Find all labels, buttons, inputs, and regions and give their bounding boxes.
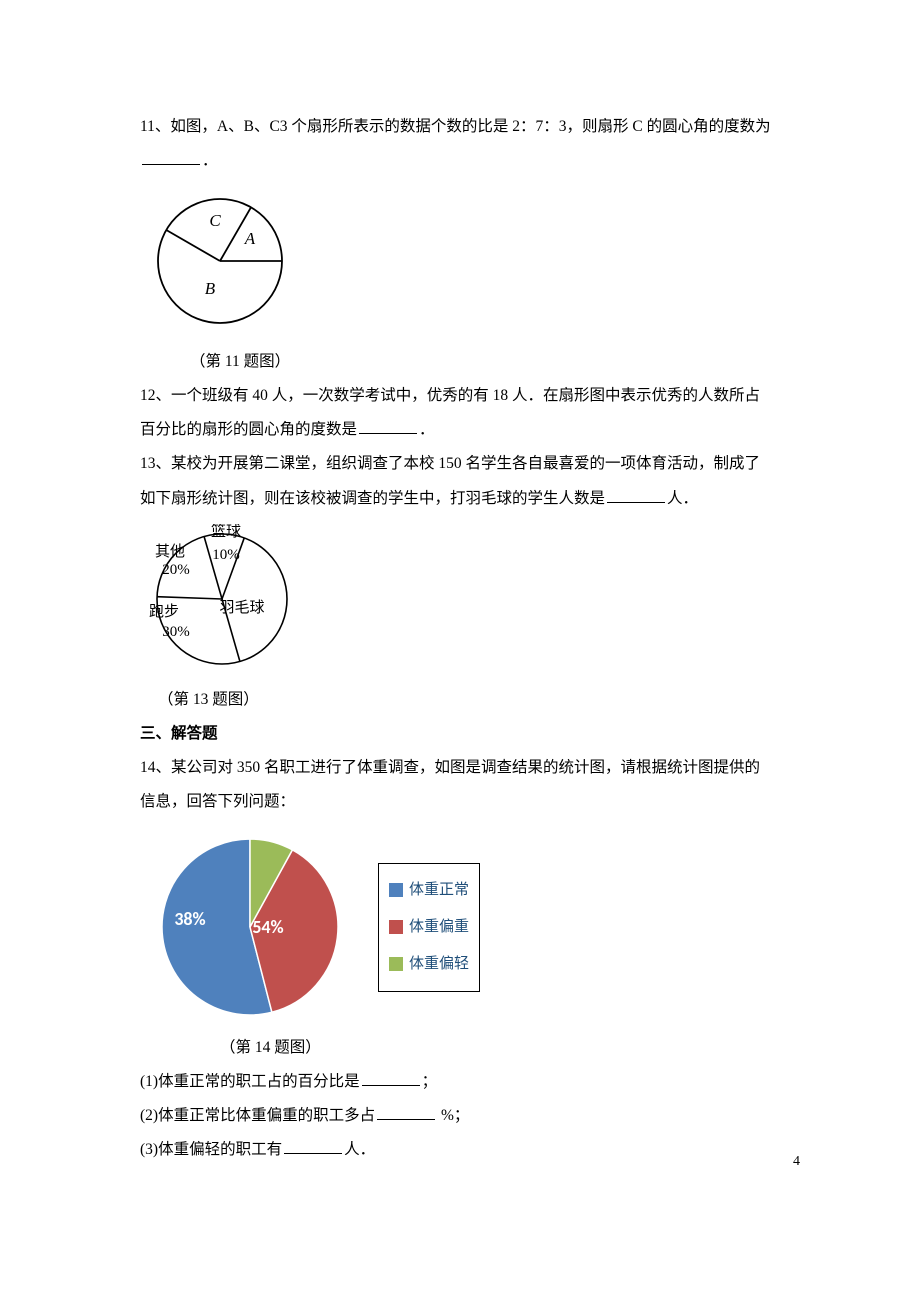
q13-blank [607,486,665,503]
q14-pie: 54% 38% [140,827,360,1027]
svg-text:羽毛球: 羽毛球 [219,599,264,616]
q11-pie: A C B [140,186,310,341]
q12-text-b: 百分比的扇形的圆心角的度数是 [140,421,357,438]
q14-line2: 信息，回答下列问题： [140,785,800,819]
q11-figure: A C B [140,186,800,341]
svg-text:C: C [209,211,221,230]
q12-blank [359,418,417,435]
q14-text-a: 14、某公司对 350 名职工进行了体重调查，如图是调查结果的统计图，请根据统计… [140,759,760,776]
legend-label: 体重正常 [409,874,469,907]
svg-text:10%: 10% [212,547,240,563]
q11-text-a: 11、如图，A、B、C3 个扇形所表示的数据个数的比是 2：7：3，则扇形 C … [140,118,771,135]
q14-figure: 54% 38% 体重正常体重偏重体重偏轻 [140,827,800,1027]
q14-sub3-b: 人． [344,1141,375,1158]
q13-text-a: 13、某校为开展第二课堂，组织调查了本校 150 名学生各自最喜爱的一项体育活动… [140,455,760,472]
q14-caption: （第 14 题图） [140,1031,800,1065]
q13-pie: 篮球 10% 其他 20% 跑步 30% 羽毛球 [140,524,320,679]
page-number: 4 [793,1147,800,1178]
q14-line1: 14、某公司对 350 名职工进行了体重调查，如图是调查结果的统计图，请根据统计… [140,751,800,785]
q12-line1: 12、一个班级有 40 人，一次数学考试中，优秀的有 18 人．在扇形图中表示优… [140,379,800,413]
q14-text-b: 信息，回答下列问题： [140,793,295,810]
section-3-title: 三、解答题 [140,717,800,751]
q14-sub3-a: (3)体重偏轻的职工有 [140,1141,282,1158]
svg-text:30%: 30% [162,624,190,640]
legend-label: 体重偏重 [409,911,469,944]
legend-label: 体重偏轻 [409,948,469,981]
page: 11、如图，A、B、C3 个扇形所表示的数据个数的比是 2：7：3，则扇形 C … [0,0,920,1207]
q11-blank [142,149,200,166]
svg-text:20%: 20% [162,562,190,578]
svg-text:54%: 54% [252,916,283,938]
legend-swatch [389,957,403,971]
q14-sub2-a: (2)体重正常比体重偏重的职工多占 [140,1107,375,1124]
q14-sub1-b: ； [422,1073,438,1090]
q13-text-b: 如下扇形统计图，则在该校被调查的学生中，打羽毛球的学生人数是 [140,490,605,507]
q14-sub1: (1)体重正常的职工占的百分比是 ； [140,1065,800,1099]
q13-text-c: 人． [667,490,698,507]
q12-text-c: ． [419,421,435,438]
legend-item: 体重正常 [389,874,469,907]
q14-sub2-blank [377,1104,435,1121]
q14-sub3: (3)体重偏轻的职工有 人． [140,1133,800,1167]
q12-text-a: 12、一个班级有 40 人，一次数学考试中，优秀的有 18 人．在扇形图中表示优… [140,387,760,404]
q14-sub1-a: (1)体重正常的职工占的百分比是 [140,1073,360,1090]
q12-line2: 百分比的扇形的圆心角的度数是 ． [140,413,800,447]
q11-line2: ． [140,144,800,178]
q13-figure: 篮球 10% 其他 20% 跑步 30% 羽毛球 [140,524,800,679]
svg-text:B: B [205,279,216,298]
q14-sub3-blank [284,1138,342,1155]
q13-caption: （第 13 题图） [140,683,800,717]
legend-item: 体重偏重 [389,911,469,944]
legend-swatch [389,920,403,934]
q14-sub2: (2)体重正常比体重偏重的职工多占 %； [140,1099,800,1133]
q14-sub2-b: %； [437,1107,469,1124]
svg-text:A: A [244,229,256,248]
q14-sub1-blank [362,1070,420,1087]
q13-line2: 如下扇形统计图，则在该校被调查的学生中，打羽毛球的学生人数是 人． [140,482,800,516]
svg-text:其他: 其他 [155,543,185,560]
legend-swatch [389,883,403,897]
legend-item: 体重偏轻 [389,948,469,981]
q13-line1: 13、某校为开展第二课堂，组织调查了本校 150 名学生各自最喜爱的一项体育活动… [140,447,800,481]
q11-caption: （第 11 题图） [140,345,800,379]
q14-legend: 体重正常体重偏重体重偏轻 [378,863,480,992]
svg-text:跑步: 跑步 [149,603,179,620]
q11-text-b: ． [202,152,218,169]
svg-text:篮球: 篮球 [211,524,241,540]
q11-line1: 11、如图，A、B、C3 个扇形所表示的数据个数的比是 2：7：3，则扇形 C … [140,110,800,144]
svg-text:38%: 38% [174,908,205,930]
